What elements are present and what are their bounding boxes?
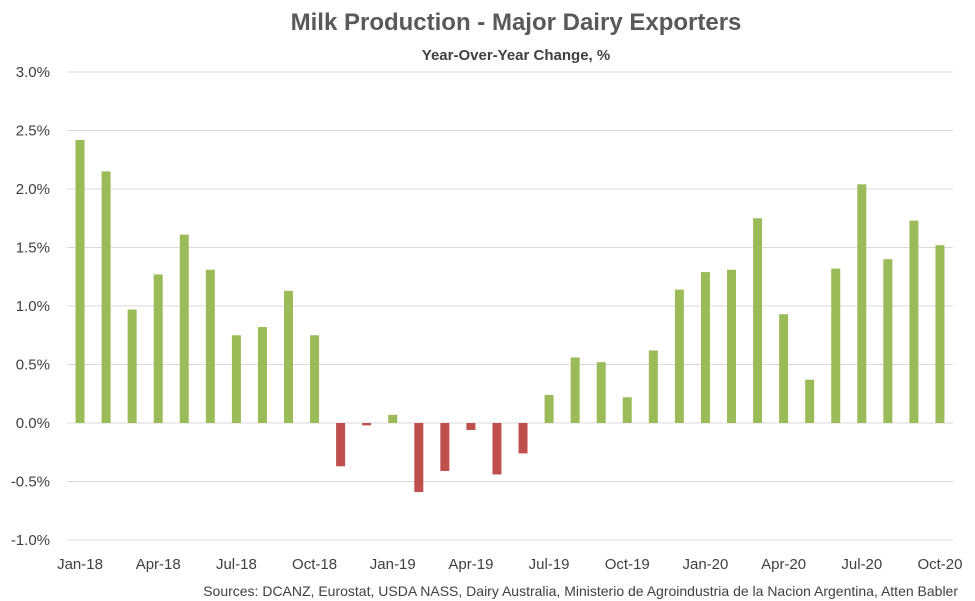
bar-Jul-18	[231, 335, 241, 423]
bar-Jul-19	[544, 394, 554, 423]
bar-Apr-19	[466, 423, 476, 431]
gridlines	[67, 71, 953, 541]
y-tick-label: 3.0%	[16, 64, 50, 81]
bar-Sep-20	[909, 220, 919, 423]
bar-Jan-18	[75, 139, 85, 424]
x-tick-label: Apr-19	[448, 556, 493, 573]
bar-May-20	[805, 379, 815, 423]
bar-Feb-20	[727, 269, 736, 423]
bar-Jun-20	[831, 268, 841, 423]
y-axis-ticks: -1.0% -0.5% 0.0% 0.5% 1.0% 1.5% 2.0% 2.5% 3.0%	[11, 64, 50, 549]
bar-Dec-18	[362, 423, 372, 426]
bar-Jun-19	[518, 423, 528, 454]
bars	[75, 139, 945, 493]
bar-Oct-20	[935, 245, 945, 423]
bar-Oct-18	[310, 335, 320, 423]
x-tick-label: Jan-20	[683, 556, 729, 573]
bar-May-18	[179, 234, 189, 423]
bar-Nov-19	[648, 350, 658, 423]
bar-Dec-19	[674, 289, 684, 423]
y-tick-label: 1.5%	[16, 240, 50, 257]
bar-Nov-18	[336, 423, 346, 467]
y-tick-label: 0.0%	[16, 415, 50, 432]
bar-Aug-19	[570, 357, 580, 423]
bar-Jul-20	[857, 184, 867, 423]
bar-Mar-20	[753, 218, 763, 423]
x-axis-ticks: Jan-18 Apr-18 Jul-18 Oct-18 Jan-19 Apr-19 Jul-…	[57, 556, 962, 573]
y-tick-label: -1.0%	[11, 532, 50, 549]
bar-Jan-20	[700, 272, 710, 423]
chart-subtitle: Year-Over-Year Change, %	[422, 47, 610, 64]
x-tick-label: Oct-20	[917, 556, 962, 573]
bar-Jan-19	[388, 414, 398, 423]
bar-Sep-19	[596, 362, 606, 423]
x-tick-label: Jul-18	[216, 556, 257, 573]
x-tick-label: Oct-19	[605, 556, 650, 573]
y-tick-label: 2.5%	[16, 123, 50, 140]
x-tick-label: Jan-18	[57, 556, 103, 573]
y-tick-label: 2.0%	[16, 181, 50, 198]
bar-Oct-19	[622, 397, 632, 423]
bar-Feb-18	[101, 171, 111, 423]
bar-May-19	[492, 423, 502, 475]
x-tick-label: Jul-20	[841, 556, 882, 573]
bar-Feb-19	[414, 423, 424, 493]
bar-Aug-18	[257, 327, 267, 423]
x-tick-label: Jul-19	[529, 556, 570, 573]
bar-Aug-20	[883, 259, 893, 423]
source-note: Sources: DCANZ, Eurostat, USDA NASS, Dai…	[203, 583, 958, 599]
y-tick-label: -0.5%	[11, 474, 50, 491]
bar-Apr-20	[779, 314, 789, 423]
bar-Mar-18	[127, 309, 137, 423]
x-tick-label: Apr-18	[136, 556, 181, 573]
bar-Mar-19	[440, 423, 450, 471]
bar-Sep-18	[284, 290, 293, 423]
x-tick-label: Oct-18	[292, 556, 337, 573]
x-tick-label: Apr-20	[761, 556, 806, 573]
bar-Jun-18	[205, 269, 215, 423]
bar-Apr-18	[153, 274, 163, 423]
y-tick-label: 0.5%	[16, 357, 50, 374]
y-tick-label: 1.0%	[16, 298, 50, 315]
chart-title: Milk Production - Major Dairy Exporters	[291, 9, 742, 36]
x-tick-label: Jan-19	[370, 556, 416, 573]
